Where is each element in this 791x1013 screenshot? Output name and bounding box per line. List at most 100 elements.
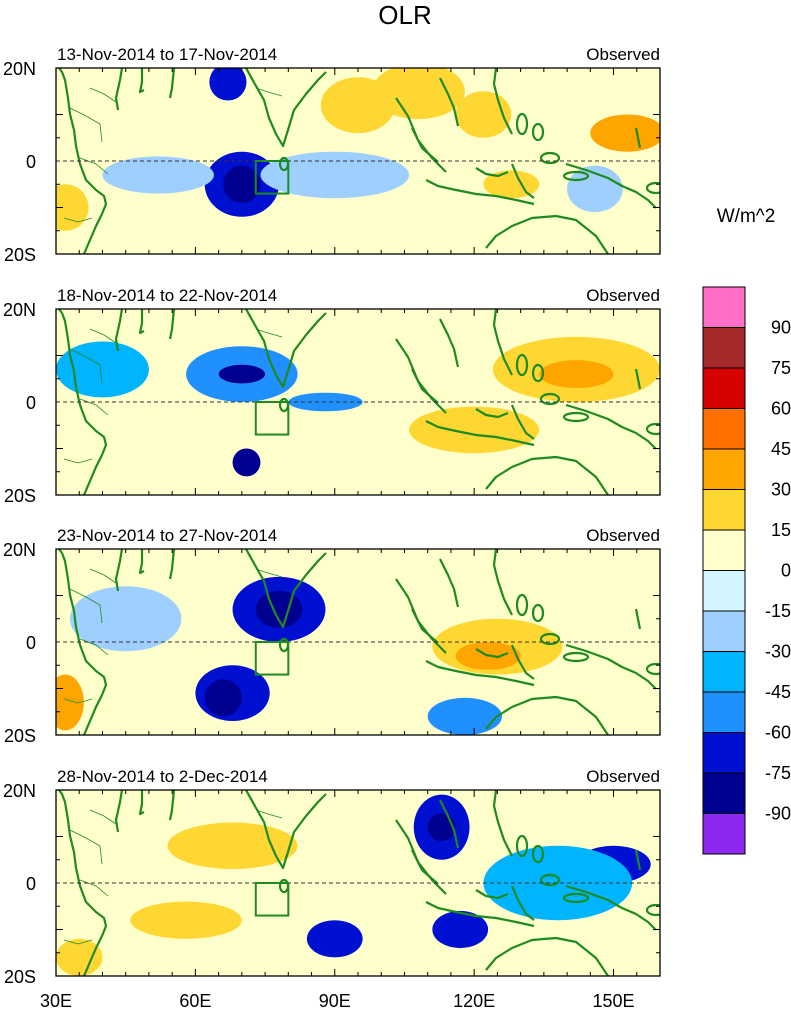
colorbar-swatch — [702, 367, 746, 409]
country-border — [89, 568, 117, 584]
lon-label: 30E — [40, 991, 72, 1011]
colorbar-tick-label: -15 — [765, 601, 791, 621]
lat-label: 20S — [4, 486, 36, 506]
coastline — [439, 558, 460, 608]
olr-anomaly-cell — [539, 360, 614, 389]
country-border — [89, 328, 117, 344]
olr-anomaly-cell — [102, 156, 214, 194]
country-border — [69, 588, 103, 624]
colorbar-tick-label: 30 — [771, 480, 791, 500]
lat-label: 20N — [3, 540, 36, 560]
coastline — [138, 549, 145, 575]
coastline — [475, 167, 509, 178]
lat-label: 20S — [4, 726, 36, 746]
olr-anomaly-cell — [223, 165, 261, 203]
figure-title: OLR — [378, 0, 431, 30]
island-outline — [515, 834, 529, 858]
coastline — [492, 309, 513, 376]
country-border — [69, 348, 103, 384]
coastline — [439, 318, 460, 368]
island-outline — [539, 151, 561, 165]
coastline — [245, 309, 327, 389]
island-outline — [645, 181, 660, 195]
olr-anomaly-cell — [590, 114, 660, 152]
coastline — [510, 163, 535, 199]
lat-label: 20S — [4, 967, 36, 987]
map-panel-4: 28-Nov-2014 to 2-Dec-2014 Observed 20N 0 20S — [3, 767, 661, 987]
colorbar-swatch — [702, 691, 746, 733]
island-outline — [645, 662, 660, 676]
island-outline — [539, 632, 561, 646]
olr-field — [56, 68, 660, 254]
colorbar-swatch — [702, 448, 746, 490]
coastline — [485, 936, 609, 976]
colorbar-swatch — [702, 529, 746, 571]
panel-label: Observed — [586, 286, 660, 305]
target-region-box — [254, 641, 290, 676]
colorbar-tick-label: -75 — [765, 763, 791, 783]
olr-anomaly-cell — [56, 938, 103, 976]
lat-label: 20N — [3, 781, 36, 801]
island-outline — [515, 353, 529, 377]
lat-label: 0 — [26, 393, 36, 413]
coastline — [138, 790, 145, 816]
olr-anomaly-cell — [56, 674, 84, 731]
coastline-group — [58, 549, 660, 735]
olr-anomaly-cell — [167, 822, 298, 870]
island-outline — [562, 411, 590, 423]
colorbar-swatch — [702, 772, 746, 814]
coastline — [565, 403, 657, 450]
map-panel-1: 13-Nov-2014 to 17-Nov-2014 Observed 20N 0 20… — [3, 45, 661, 265]
island-outline — [645, 903, 660, 917]
island-outline — [531, 603, 545, 623]
coastline — [634, 127, 642, 149]
coastline — [411, 127, 439, 163]
island-outline — [562, 892, 590, 904]
lat-label: 0 — [26, 152, 36, 172]
colorbar-swatch — [702, 489, 746, 531]
colorbar: 90 75 60 45 30 15 0 -15 -30 -45 -60 -75 -90 — [702, 286, 791, 855]
country-border — [79, 638, 109, 656]
map-panel-3: 23-Nov-2014 to 27-Nov-2014 Observed 20N 0 20… — [3, 526, 661, 746]
coastline — [114, 68, 124, 111]
colorbar-tick-label: 60 — [771, 399, 791, 419]
island-outline — [515, 112, 529, 136]
coastline — [475, 648, 509, 659]
olr-anomaly-cell — [409, 406, 540, 454]
colorbar-tick-label: 45 — [771, 439, 791, 459]
coastline — [565, 162, 657, 209]
colorbar-swatch — [702, 327, 746, 369]
island-outline — [531, 122, 545, 142]
border-group — [63, 328, 283, 464]
olr-anomaly-cell — [130, 901, 242, 939]
lat-label: 20N — [3, 59, 36, 79]
country-border — [69, 107, 103, 143]
colorbar-swatch — [702, 570, 746, 612]
olr-anomaly-cell — [232, 448, 261, 477]
island-outline — [515, 593, 529, 617]
island-outline — [531, 844, 545, 864]
olr-field — [56, 549, 660, 735]
coastline — [245, 549, 327, 629]
colorbar-tick-label: 0 — [781, 561, 791, 581]
country-border — [63, 458, 93, 464]
country-border — [63, 217, 93, 223]
coastline — [425, 660, 535, 687]
border-group — [63, 568, 283, 704]
lat-label: 0 — [26, 633, 36, 653]
island-outline — [562, 170, 590, 182]
panel-label: Observed — [586, 767, 660, 786]
map-panel-2: 18-Nov-2014 to 22-Nov-2014 Observed 20N 0 20… — [3, 286, 661, 506]
colorbar-swatch — [702, 651, 746, 693]
country-border — [255, 87, 283, 97]
olr-anomaly-cell — [260, 151, 410, 199]
colorbar-swatch — [702, 286, 746, 328]
coastline — [114, 309, 124, 352]
country-border — [255, 809, 283, 819]
colorbar-tick-label: 15 — [771, 520, 791, 540]
panel-date-range: 28-Nov-2014 to 2-Dec-2014 — [57, 767, 268, 786]
colorbar-tick-label: 90 — [771, 318, 791, 338]
olr-anomaly-cell — [432, 910, 489, 949]
colorbar-tick-label: -60 — [765, 723, 791, 743]
island-outline — [645, 422, 660, 436]
